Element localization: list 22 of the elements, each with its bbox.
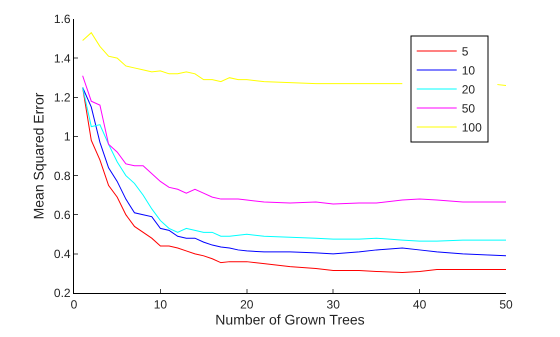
y-tick-label: 1.4 xyxy=(54,51,71,66)
legend-label: 20 xyxy=(462,82,476,97)
y-tick-label: 1.6 xyxy=(54,12,71,26)
legend-label: 5 xyxy=(462,44,469,59)
x-axis-title: Number of Grown Trees xyxy=(215,312,365,328)
y-tick-label: 0.4 xyxy=(54,247,71,262)
x-tick-label: 0 xyxy=(70,297,78,312)
x-tick-label: 20 xyxy=(240,297,254,312)
y-tick-label: 0.6 xyxy=(54,208,71,222)
x-tick-label: 10 xyxy=(154,297,168,312)
legend-label: 100 xyxy=(462,120,482,135)
y-axis-title: Mean Squared Error xyxy=(30,92,47,220)
x-tick-label: 50 xyxy=(499,297,513,312)
legend-label: 50 xyxy=(462,102,476,116)
y-tick-label: 1 xyxy=(64,130,71,144)
line-series xyxy=(82,75,506,204)
y-tick-label: 1.2 xyxy=(54,90,71,104)
x-tick-label: 30 xyxy=(326,297,340,312)
x-tick-label: 40 xyxy=(412,297,427,312)
y-tick-label: 0.8 xyxy=(54,168,71,183)
legend-label: 10 xyxy=(462,64,476,78)
y-tick-label: 0.2 xyxy=(54,286,71,300)
